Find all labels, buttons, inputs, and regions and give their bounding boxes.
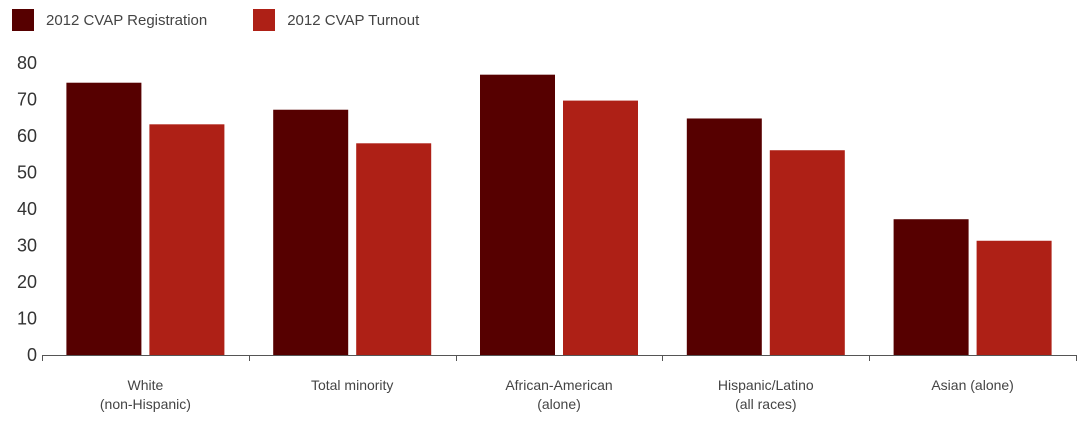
bar-turnout <box>356 143 432 355</box>
bar-turnout <box>563 100 638 355</box>
x-category-label: (all races) <box>735 396 796 412</box>
bar-registration <box>893 219 969 355</box>
y-tick-label: 80 <box>17 53 37 73</box>
bar-registration <box>66 82 142 356</box>
x-category-label: African-American <box>505 377 612 393</box>
y-tick-label: 0 <box>27 345 37 365</box>
legend-label-registration: 2012 CVAP Registration <box>46 11 208 29</box>
x-category-label: Total minority <box>311 377 393 393</box>
bar-registration <box>273 109 349 355</box>
y-tick-label: 50 <box>17 163 37 183</box>
legend-item-turnout: 2012 CVAP Turnout <box>253 9 419 31</box>
bar-registration <box>480 74 555 356</box>
legend: 2012 CVAP Registration 2012 CVAP Turnout <box>12 6 465 34</box>
x-category-label: Asian (alone) <box>931 377 1014 393</box>
bar-turnout <box>769 150 845 355</box>
x-category-label: Hispanic/Latino <box>718 377 814 393</box>
bar-registration <box>686 118 762 355</box>
x-category-label: (non-Hispanic) <box>100 396 191 412</box>
y-tick-label: 10 <box>17 309 37 329</box>
y-tick-label: 60 <box>17 126 37 146</box>
bar-turnout <box>149 124 225 355</box>
x-category-label: (alone) <box>537 396 581 412</box>
y-tick-label: 40 <box>17 199 37 219</box>
y-tick-label: 20 <box>17 272 37 292</box>
y-tick-label: 70 <box>17 90 37 110</box>
legend-item-registration: 2012 CVAP Registration <box>12 9 207 31</box>
legend-label-turnout: 2012 CVAP Turnout <box>287 11 420 29</box>
bar-turnout <box>976 240 1052 355</box>
y-tick-label: 30 <box>17 236 37 256</box>
x-category-label: White <box>128 377 164 393</box>
legend-swatch-registration <box>12 9 34 31</box>
legend-swatch-turnout <box>253 9 276 31</box>
